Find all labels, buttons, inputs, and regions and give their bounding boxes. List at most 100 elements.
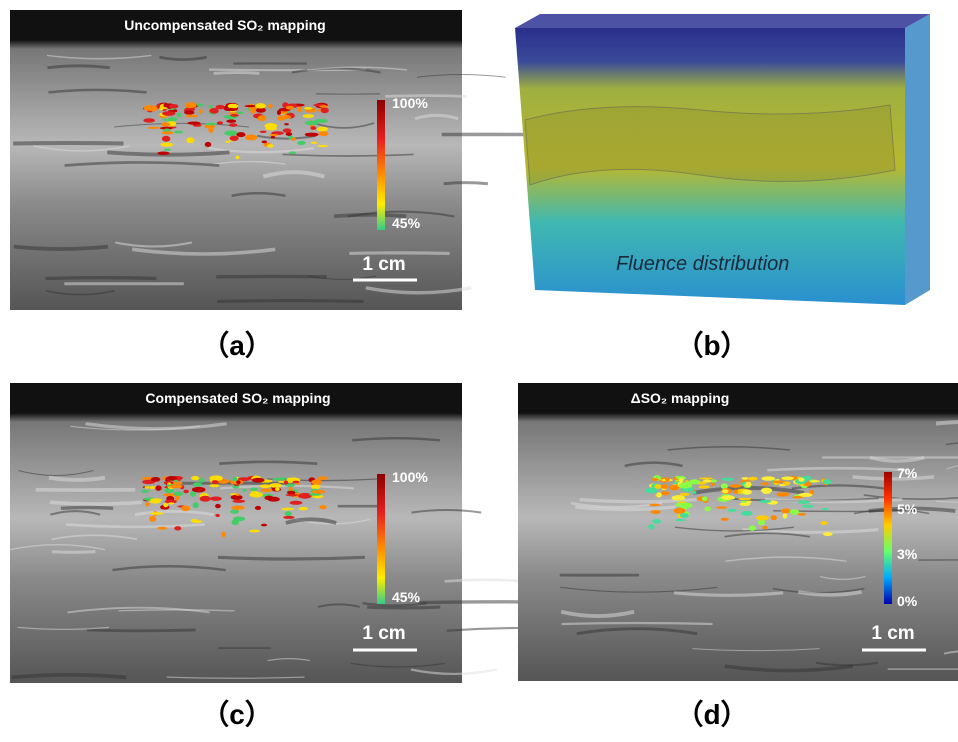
speckle — [311, 484, 320, 489]
speckle — [261, 524, 267, 527]
speckle — [232, 500, 245, 503]
speckle — [162, 131, 174, 134]
speckle — [679, 478, 684, 483]
speckle — [224, 130, 237, 135]
speckle — [210, 475, 223, 481]
colorbar — [377, 474, 385, 604]
speckle — [145, 486, 150, 488]
speckle — [311, 480, 322, 485]
speckle — [317, 145, 328, 147]
caption: （b） — [675, 329, 748, 361]
speckle — [283, 516, 294, 519]
speckle — [823, 532, 833, 536]
speckle — [661, 484, 668, 489]
speckle — [317, 476, 328, 480]
caption: （c） — [201, 698, 273, 730]
speckle — [822, 508, 828, 510]
speckle — [319, 505, 327, 509]
speckle — [221, 532, 225, 538]
speckle — [651, 478, 659, 481]
speckle — [149, 106, 158, 111]
texture — [217, 301, 363, 302]
speckle — [177, 113, 182, 118]
speckle — [756, 515, 769, 520]
colorbar-label: 100% — [392, 95, 428, 111]
speckle — [255, 103, 266, 108]
speckle — [746, 501, 752, 504]
speckle — [297, 141, 306, 145]
speckle — [744, 498, 751, 500]
texture — [61, 507, 113, 508]
speckle — [820, 521, 827, 525]
speckle — [235, 493, 239, 496]
speckle — [148, 127, 160, 129]
panel-title: ΔSO₂ mapping — [631, 390, 730, 406]
speckle — [231, 506, 245, 510]
speckle — [759, 500, 771, 503]
speckle — [250, 487, 257, 491]
speckle — [236, 132, 245, 137]
texture — [50, 502, 142, 504]
speckle — [230, 136, 239, 141]
speckle — [210, 496, 222, 500]
speckle — [193, 502, 199, 508]
speckle — [798, 500, 810, 503]
speckle — [262, 140, 267, 143]
speckle — [159, 107, 163, 110]
speckle — [680, 513, 689, 518]
speckle — [169, 485, 183, 488]
speckle — [286, 106, 294, 110]
speckle — [225, 141, 230, 143]
speckle — [675, 519, 685, 521]
speckle — [229, 123, 238, 127]
speckle — [157, 527, 167, 530]
speckle — [319, 105, 328, 108]
speckle — [283, 128, 292, 132]
panel-b: Fluence distribution （b） — [515, 14, 930, 361]
speckle — [286, 494, 298, 496]
texture — [218, 557, 365, 559]
speckle — [230, 509, 239, 513]
speckle — [261, 488, 273, 492]
panel-d: ΔSO₂ mapping 7% 5% 3% 0% 1 cm （d） — [518, 383, 958, 730]
speckle — [237, 111, 244, 114]
speckle — [191, 476, 199, 480]
speckle — [264, 496, 273, 501]
speckle — [215, 514, 220, 517]
speckle — [185, 115, 198, 118]
speckle — [729, 484, 741, 488]
box-side — [905, 14, 930, 305]
speckle — [230, 114, 239, 117]
speckle — [192, 487, 206, 493]
colorbar-label: 45% — [392, 589, 421, 605]
colorbar-label: 0% — [897, 593, 918, 609]
speckle — [205, 142, 212, 147]
speckle — [679, 483, 693, 489]
speckle — [289, 151, 297, 154]
speckle — [167, 476, 177, 480]
speckle — [199, 109, 203, 114]
speckle — [199, 478, 205, 483]
annotation: Fluence distribution — [616, 253, 789, 275]
panel-title: Uncompensated SO₂ mapping — [124, 17, 325, 33]
speckle — [710, 483, 714, 486]
speckle — [258, 115, 267, 121]
speckle — [149, 516, 156, 522]
speckle — [790, 509, 800, 514]
speckle — [272, 478, 284, 481]
speckle — [163, 503, 168, 507]
speckle — [721, 518, 729, 521]
scale-bar-label: 1 cm — [362, 254, 405, 275]
speckle — [722, 489, 729, 493]
speckle — [310, 126, 316, 130]
texture — [46, 278, 157, 279]
scale-bar-label: 1 cm — [871, 623, 914, 644]
speckle — [654, 484, 661, 489]
speckle — [665, 478, 670, 482]
speckle — [236, 480, 241, 484]
speckle — [269, 134, 279, 136]
speckle — [233, 516, 245, 521]
speckle — [193, 482, 202, 487]
speckle — [155, 485, 162, 490]
speckle — [727, 509, 737, 512]
